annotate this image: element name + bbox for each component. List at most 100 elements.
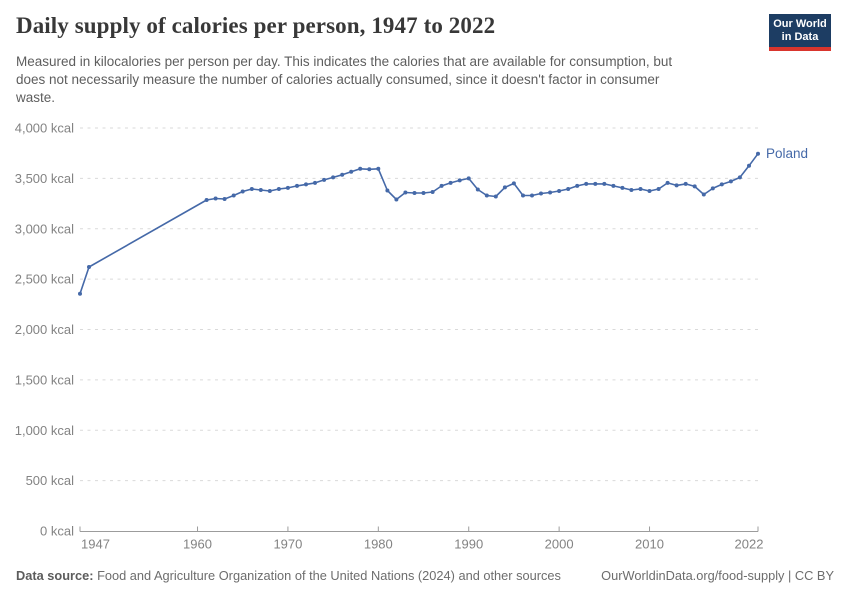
data-point-marker bbox=[629, 188, 634, 192]
license-note: OurWorldinData.org/food-supply | CC BY bbox=[601, 568, 834, 583]
data-point-marker bbox=[457, 178, 462, 183]
data-point-marker bbox=[349, 169, 354, 174]
owid-logo: Our World in Data bbox=[769, 14, 831, 51]
data-point-marker bbox=[692, 184, 697, 189]
data-point-marker bbox=[213, 196, 218, 201]
data-point-marker bbox=[647, 189, 652, 193]
data-point-marker bbox=[87, 265, 91, 269]
y-axis-tick-label: 3,000 kcal bbox=[15, 221, 74, 236]
data-point-marker bbox=[322, 177, 327, 182]
data-point-marker bbox=[557, 189, 562, 193]
data-point-marker bbox=[267, 189, 272, 193]
data-point-marker bbox=[448, 180, 453, 185]
data-point-marker bbox=[548, 190, 553, 195]
chart-subtitle-line: does not necessarily measure the number … bbox=[16, 71, 660, 87]
x-axis-tick-label: 1990 bbox=[454, 537, 483, 552]
x-axis-tick-label: 2010 bbox=[635, 537, 664, 552]
x-axis-tick-label: 1947 bbox=[81, 537, 110, 552]
data-point-marker bbox=[530, 193, 534, 198]
data-point-marker bbox=[285, 185, 290, 190]
x-axis-tick-label: 1960 bbox=[183, 537, 212, 552]
y-axis-tick-label: 500 kcal bbox=[26, 473, 75, 488]
data-point-marker bbox=[258, 188, 263, 192]
series-label-poland: Poland bbox=[766, 146, 808, 161]
data-point-marker bbox=[358, 166, 363, 171]
y-axis-tick-label: 0 kcal bbox=[40, 524, 74, 539]
data-point-marker bbox=[340, 172, 345, 177]
data-point-marker bbox=[611, 183, 616, 188]
data-point-marker bbox=[367, 167, 372, 172]
data-point-marker bbox=[701, 192, 706, 197]
page-title: Daily supply of calories per person, 194… bbox=[16, 13, 496, 38]
data-point-marker bbox=[276, 187, 281, 191]
data-point-marker bbox=[304, 182, 308, 187]
data-source-note: Data source: Food and Agriculture Organi… bbox=[16, 568, 561, 583]
data-point-marker bbox=[331, 175, 336, 180]
chart-footer: Data source: Food and Agriculture Organi… bbox=[16, 568, 834, 583]
data-point-marker bbox=[249, 187, 254, 191]
data-point-marker bbox=[313, 180, 317, 185]
data-point-marker bbox=[719, 182, 724, 187]
owid-logo-line1: Our World bbox=[773, 18, 827, 30]
data-point-marker bbox=[484, 193, 489, 198]
data-point-marker bbox=[240, 189, 245, 194]
y-axis-tick-label: 2,500 kcal bbox=[15, 272, 74, 287]
data-point-marker bbox=[539, 191, 543, 196]
data-point-marker bbox=[756, 151, 760, 156]
data-point-marker bbox=[521, 193, 525, 198]
data-line-poland bbox=[79, 152, 759, 295]
data-point-marker bbox=[511, 181, 516, 186]
data-point-marker bbox=[295, 183, 299, 188]
data-point-marker bbox=[674, 183, 679, 188]
license-text: | CC BY bbox=[784, 568, 834, 583]
chart-subtitle: Measured in kilocalories per person per … bbox=[16, 53, 672, 106]
data-point-marker bbox=[222, 197, 227, 201]
y-axis-tick-label: 2,000 kcal bbox=[15, 322, 74, 337]
data-point-marker bbox=[204, 198, 209, 202]
data-point-marker bbox=[566, 187, 571, 191]
data-point-marker bbox=[403, 190, 408, 195]
data-point-marker bbox=[638, 187, 643, 191]
y-axis-tick-label: 3,500 kcal bbox=[15, 171, 74, 186]
data-point-marker bbox=[683, 181, 688, 186]
data-point-marker bbox=[728, 179, 733, 184]
data-point-marker bbox=[430, 190, 435, 194]
data-point-marker bbox=[475, 187, 480, 192]
data-point-marker bbox=[421, 191, 426, 195]
y-axis-tick-label: 1,500 kcal bbox=[15, 372, 74, 387]
x-axis-tick-label: 2022 bbox=[735, 537, 764, 552]
chart-subtitle-line: Measured in kilocalories per person per … bbox=[16, 54, 673, 69]
x-axis-tick-label: 1970 bbox=[273, 537, 302, 552]
data-source-text: Food and Agriculture Organization of the… bbox=[93, 568, 561, 583]
chart-subtitle-line: waste. bbox=[16, 89, 56, 105]
data-point-marker bbox=[737, 175, 742, 180]
data-point-marker bbox=[394, 197, 399, 202]
data-point-marker bbox=[593, 181, 598, 186]
data-point-marker bbox=[747, 163, 751, 168]
data-point-marker bbox=[231, 193, 236, 198]
owid-url-link[interactable]: OurWorldinData.org/food-supply bbox=[601, 568, 785, 583]
owid-logo-line2: in Data bbox=[781, 31, 819, 43]
data-point-marker bbox=[575, 183, 580, 188]
data-source-label: Data source: bbox=[16, 568, 94, 583]
x-axis-tick-label: 2000 bbox=[545, 537, 574, 552]
data-point-marker bbox=[493, 194, 498, 199]
data-point-marker bbox=[502, 185, 507, 190]
data-point-marker bbox=[620, 185, 625, 190]
data-point-marker bbox=[439, 183, 444, 188]
y-axis-tick-label: 4,000 kcal bbox=[15, 121, 74, 136]
data-point-marker bbox=[376, 166, 381, 171]
data-point-marker bbox=[466, 176, 471, 181]
data-point-marker bbox=[412, 191, 417, 195]
data-point-marker bbox=[584, 181, 589, 186]
x-axis-tick-label: 1980 bbox=[364, 537, 393, 552]
y-axis-tick-label: 1,000 kcal bbox=[15, 423, 74, 438]
data-point-marker bbox=[602, 181, 607, 186]
data-point-marker bbox=[656, 187, 661, 191]
data-point-marker bbox=[385, 188, 390, 193]
data-point-marker bbox=[665, 180, 670, 185]
data-point-marker bbox=[710, 186, 715, 191]
data-point-marker bbox=[78, 291, 82, 296]
